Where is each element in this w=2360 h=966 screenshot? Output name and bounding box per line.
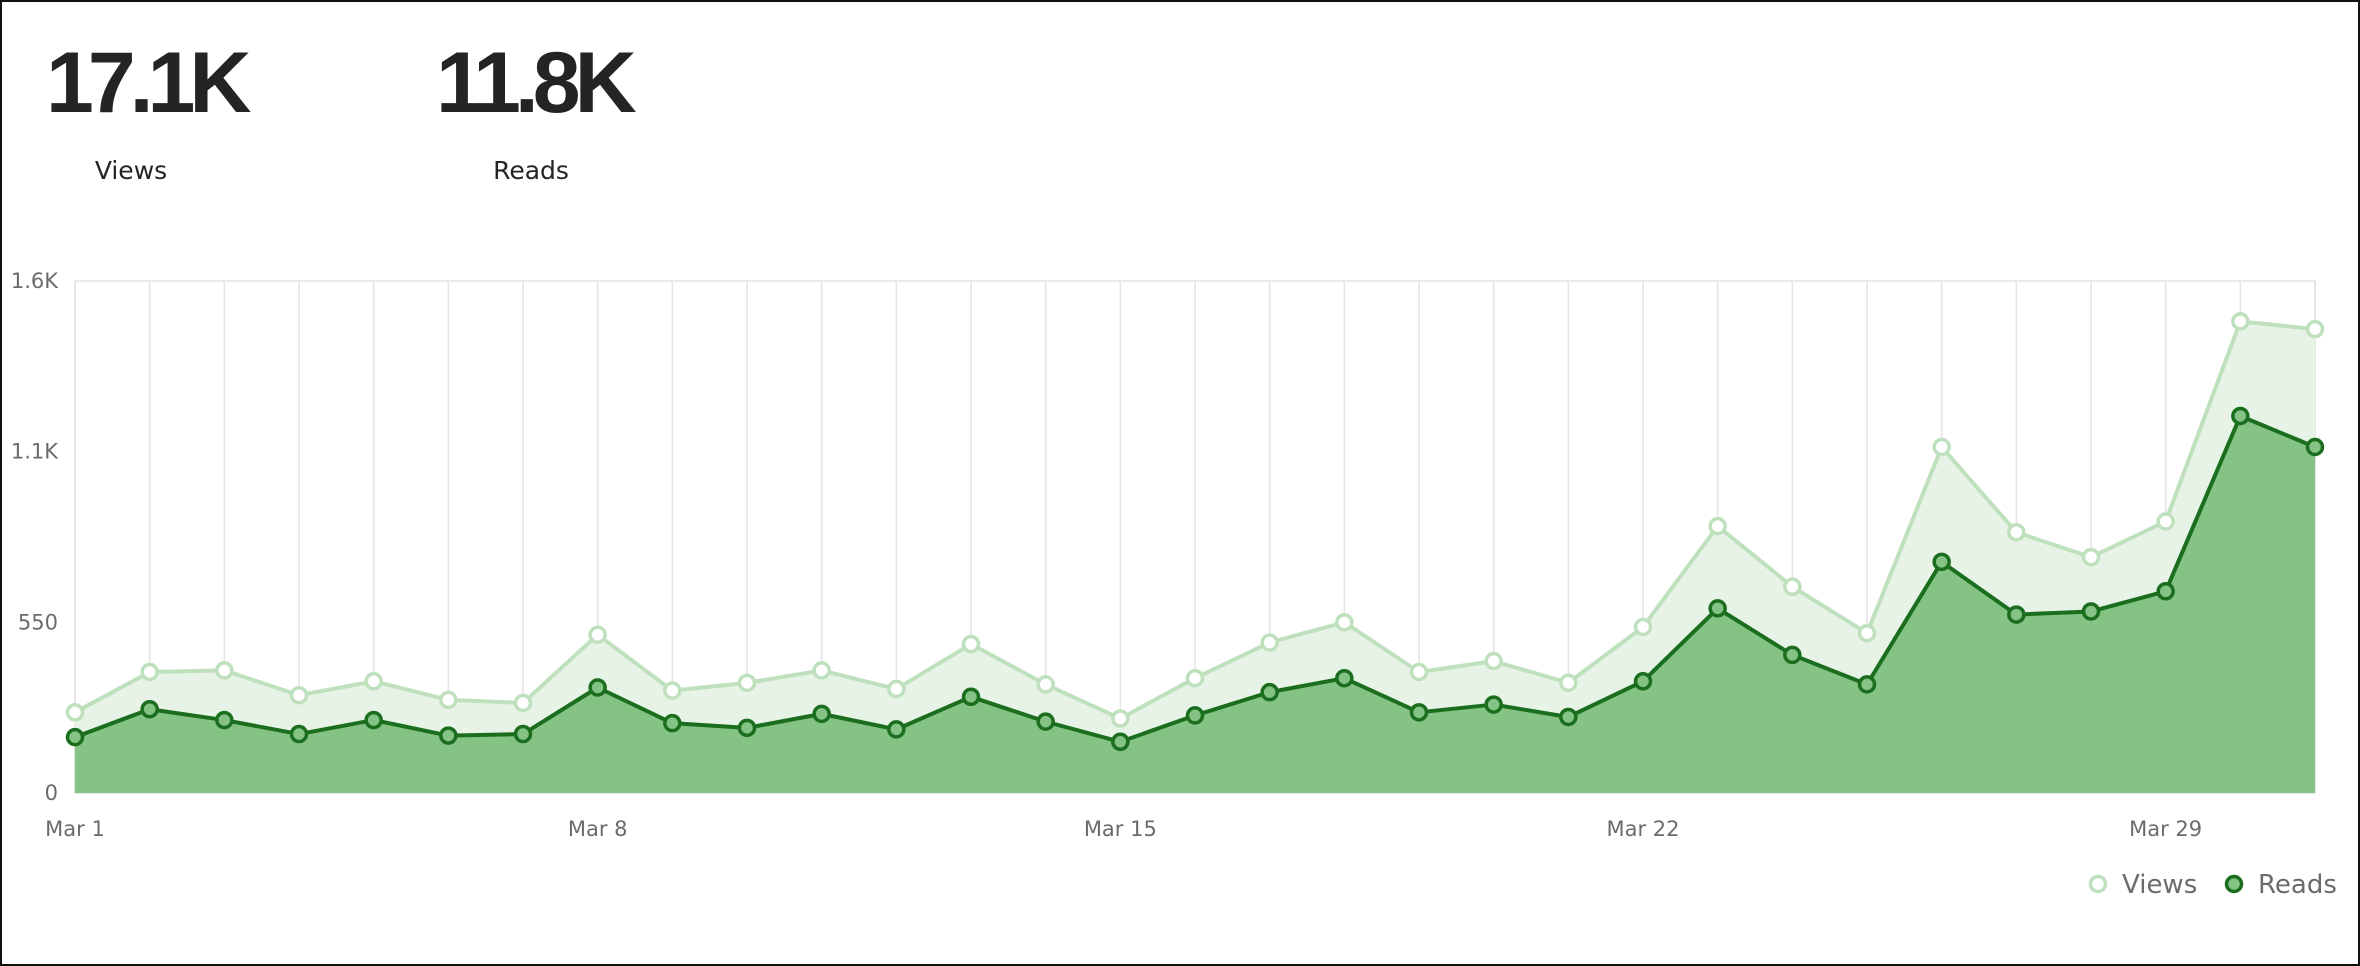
reads-area [75,415,2315,793]
y-tick-label: 550 [18,610,58,634]
reads-point [140,699,159,719]
reads-point [439,726,458,745]
views-point [1559,673,1578,693]
reads-point [1036,712,1055,731]
reads-stat: 11.8K Reads [436,35,637,185]
reads-total-value: 11.8K [436,35,637,131]
reads-point [1783,645,1802,665]
views-point [513,693,533,713]
views-point [289,686,309,705]
views-point [588,625,607,644]
views-point [2156,512,2175,531]
views-point [1260,633,1279,652]
views-point [1335,613,1354,632]
x-tick-label: Mar 22 [1606,817,1679,841]
reads-point [2231,406,2250,426]
reads-point [364,710,383,730]
reads-point [289,724,309,744]
views-point [2081,547,2101,567]
legend-reads-label: Reads [2258,870,2337,900]
reads-point [1857,675,1877,694]
reads-point [2156,582,2175,601]
reads-point [1185,706,1205,725]
legend-views-label: Views [2122,870,2197,900]
views-point [812,661,831,680]
reads-point [1932,552,1951,572]
views-point [65,703,85,722]
reads-point [2081,602,2101,621]
reads-point [588,678,607,697]
reads-point [65,727,85,747]
x-tick-label: Mar 8 [568,817,628,841]
views-total-label: Views [94,156,168,185]
views-point [439,690,458,710]
views-point [1708,516,1727,536]
y-tick-label: 1.6K [11,269,59,293]
views-point [364,672,383,691]
reads-point [663,713,682,733]
views-point [1409,662,1429,682]
views-point [1857,623,1877,643]
reads-point [1111,732,1130,752]
views-point [1036,675,1055,694]
legend-views-marker [2088,874,2108,894]
reads-point [1559,707,1578,727]
reads-point [1335,668,1354,688]
views-point [1783,577,1802,596]
reads-point [1633,672,1653,691]
x-tick-label: Mar 29 [2129,817,2202,841]
reads-point [215,710,234,730]
y-tick-label: 1.1K [11,440,59,464]
views-point [887,679,906,699]
views-point [215,661,234,680]
views-point [961,634,981,654]
reads-total-label: Reads [493,156,569,185]
views-point [1932,437,1951,457]
reads-point [2305,437,2325,457]
views-point [2007,523,2026,542]
reads-point [812,704,831,724]
reads-point [1708,599,1727,618]
views-point [140,662,159,682]
views-point [1185,668,1205,688]
reads-point [513,724,533,744]
reads-point [961,687,981,707]
views-point [1111,709,1130,728]
views-point [1633,617,1653,637]
x-tick-label: Mar 1 [45,817,105,841]
views-point [737,673,757,693]
views-point [663,681,682,700]
legend-reads-marker [2224,874,2244,894]
reads-point [2007,605,2026,624]
reads-point [737,718,757,738]
reads-point [1409,703,1429,722]
views-point [2305,319,2325,339]
reads-point [887,720,906,739]
reads-point [1484,695,1503,714]
x-tick-label: Mar 15 [1084,817,1157,841]
views-point [1484,651,1503,671]
views-point [2231,312,2250,331]
reads-point [1260,682,1279,702]
y-tick-label: 0 [45,781,58,805]
